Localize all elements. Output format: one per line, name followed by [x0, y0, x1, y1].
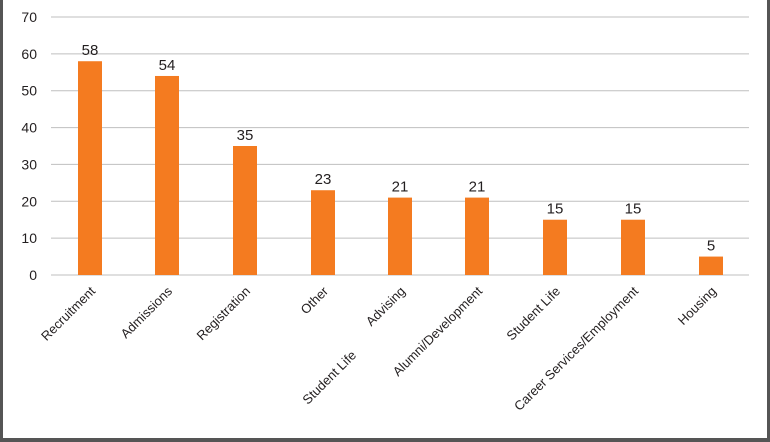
- bar: [233, 146, 257, 275]
- y-tick-label: 70: [21, 9, 37, 25]
- x-tick-label: Registration: [193, 284, 253, 344]
- extra-category-label: Student Life: [299, 348, 359, 408]
- data-label: 58: [82, 42, 99, 59]
- x-tick-label: Housing: [675, 284, 719, 328]
- data-label: 5: [707, 238, 715, 255]
- data-label: 23: [315, 171, 332, 188]
- x-tick-label: Other: [298, 283, 332, 317]
- y-tick-label: 10: [21, 230, 37, 246]
- x-axis-ticks: Recruitment Admissions Registration Other Ad…: [38, 283, 719, 414]
- data-label: 21: [392, 179, 409, 196]
- data-label: 35: [237, 127, 254, 144]
- bars: [78, 61, 723, 275]
- x-tick-label: Student Life: [503, 284, 563, 344]
- bar: [699, 256, 723, 275]
- bar: [543, 219, 567, 275]
- bar-chart: 0 10 20 30 40 50 60 70 58 54 35 23 21 21 15 15 5 Recrui…: [21, 9, 749, 414]
- x-tick-label: Advising: [363, 284, 408, 329]
- x-tick-label: Recruitment: [38, 283, 98, 343]
- data-label: 15: [625, 201, 642, 218]
- bar: [465, 197, 489, 275]
- data-label: 54: [159, 57, 176, 74]
- x-tick-label: Admissions: [118, 283, 176, 341]
- bar: [155, 75, 179, 275]
- data-label: 21: [469, 179, 486, 196]
- data-label: 15: [547, 201, 564, 218]
- y-tick-label: 20: [21, 193, 37, 209]
- bar: [388, 197, 412, 275]
- bar: [621, 219, 645, 275]
- y-tick-label: 30: [21, 156, 37, 172]
- y-tick-label: 50: [21, 83, 37, 99]
- y-axis-ticks: 0 10 20 30 40 50 60 70: [21, 9, 37, 283]
- bar: [311, 190, 335, 275]
- data-labels: 58 54 35 23 21 21 15 15 5: [82, 42, 716, 254]
- x-tick-label: Career Services/Employment: [511, 283, 641, 413]
- bar: [78, 61, 102, 275]
- y-tick-label: 0: [29, 267, 37, 283]
- y-tick-label: 60: [21, 46, 37, 62]
- y-tick-label: 40: [21, 120, 37, 136]
